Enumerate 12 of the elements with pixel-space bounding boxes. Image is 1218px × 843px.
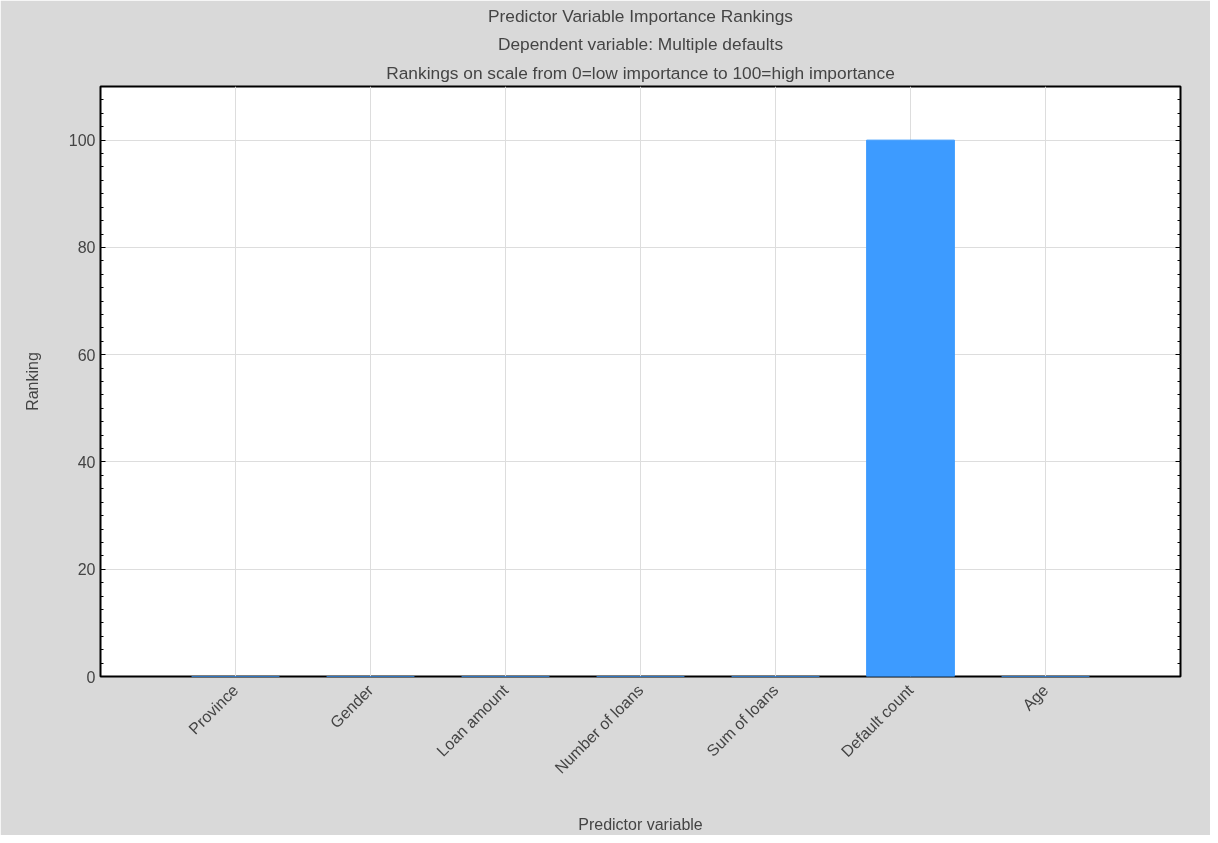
- y-tick-label: 0: [86, 668, 96, 686]
- y-axis-title: Ranking: [23, 352, 41, 411]
- chart-subtitle: Dependent variable: Multiple defaults: [497, 33, 784, 54]
- x-axis-title: Predictor variable: [578, 815, 703, 833]
- y-tick-label: 20: [77, 561, 96, 579]
- y-tick-label: 100: [68, 132, 96, 150]
- chart-title: Predictor Variable Importance Rankings: [488, 5, 794, 26]
- x-tick-label: Age: [1019, 681, 1052, 714]
- text: Rankings on scale from 0=low importance to 100=high importance: [386, 62, 895, 83]
- y-tick-label: 60: [77, 346, 96, 364]
- y-tick-label: 40: [77, 453, 96, 471]
- y-tick-label: 80: [77, 239, 96, 257]
